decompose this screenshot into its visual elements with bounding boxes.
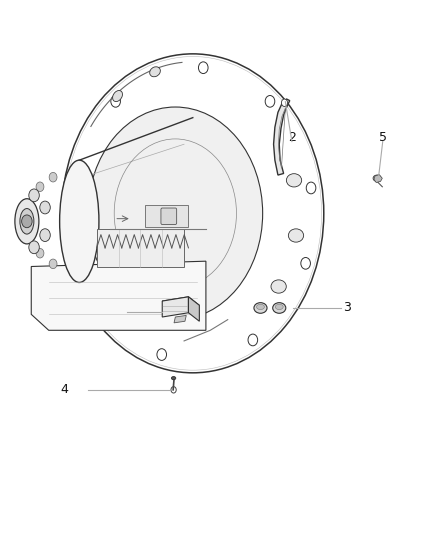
Ellipse shape	[198, 62, 208, 74]
Polygon shape	[162, 297, 199, 310]
Ellipse shape	[257, 304, 265, 310]
Text: 2: 2	[288, 131, 296, 144]
Circle shape	[40, 201, 50, 214]
Ellipse shape	[113, 91, 123, 102]
Circle shape	[282, 99, 288, 107]
Text: 4: 4	[60, 383, 68, 397]
Circle shape	[36, 182, 44, 191]
Ellipse shape	[60, 160, 99, 282]
FancyBboxPatch shape	[97, 229, 184, 266]
Polygon shape	[374, 174, 382, 182]
Ellipse shape	[373, 175, 381, 181]
Circle shape	[29, 241, 39, 254]
Circle shape	[88, 107, 263, 320]
Ellipse shape	[276, 304, 283, 310]
Polygon shape	[174, 316, 186, 323]
FancyBboxPatch shape	[161, 208, 177, 224]
Ellipse shape	[150, 67, 160, 77]
Ellipse shape	[273, 303, 286, 313]
Text: 3: 3	[343, 302, 351, 314]
Polygon shape	[274, 99, 290, 175]
Circle shape	[36, 248, 44, 258]
Polygon shape	[31, 261, 206, 330]
Ellipse shape	[68, 195, 78, 206]
Polygon shape	[162, 297, 188, 317]
Circle shape	[49, 259, 57, 269]
Ellipse shape	[271, 280, 286, 293]
Ellipse shape	[254, 303, 267, 313]
Ellipse shape	[301, 257, 311, 269]
Ellipse shape	[288, 229, 304, 242]
Ellipse shape	[90, 292, 99, 303]
Circle shape	[49, 172, 57, 182]
Text: 1: 1	[93, 305, 101, 318]
Ellipse shape	[171, 376, 176, 379]
Ellipse shape	[286, 174, 302, 187]
Polygon shape	[188, 297, 199, 321]
Circle shape	[21, 215, 32, 228]
Circle shape	[40, 229, 50, 241]
Text: 5: 5	[379, 131, 387, 144]
FancyBboxPatch shape	[145, 205, 188, 227]
Ellipse shape	[248, 334, 258, 346]
Circle shape	[29, 189, 39, 201]
Ellipse shape	[20, 208, 34, 234]
Ellipse shape	[15, 199, 39, 244]
Ellipse shape	[157, 349, 166, 360]
Ellipse shape	[111, 95, 120, 107]
Ellipse shape	[306, 182, 316, 194]
Ellipse shape	[265, 95, 275, 107]
